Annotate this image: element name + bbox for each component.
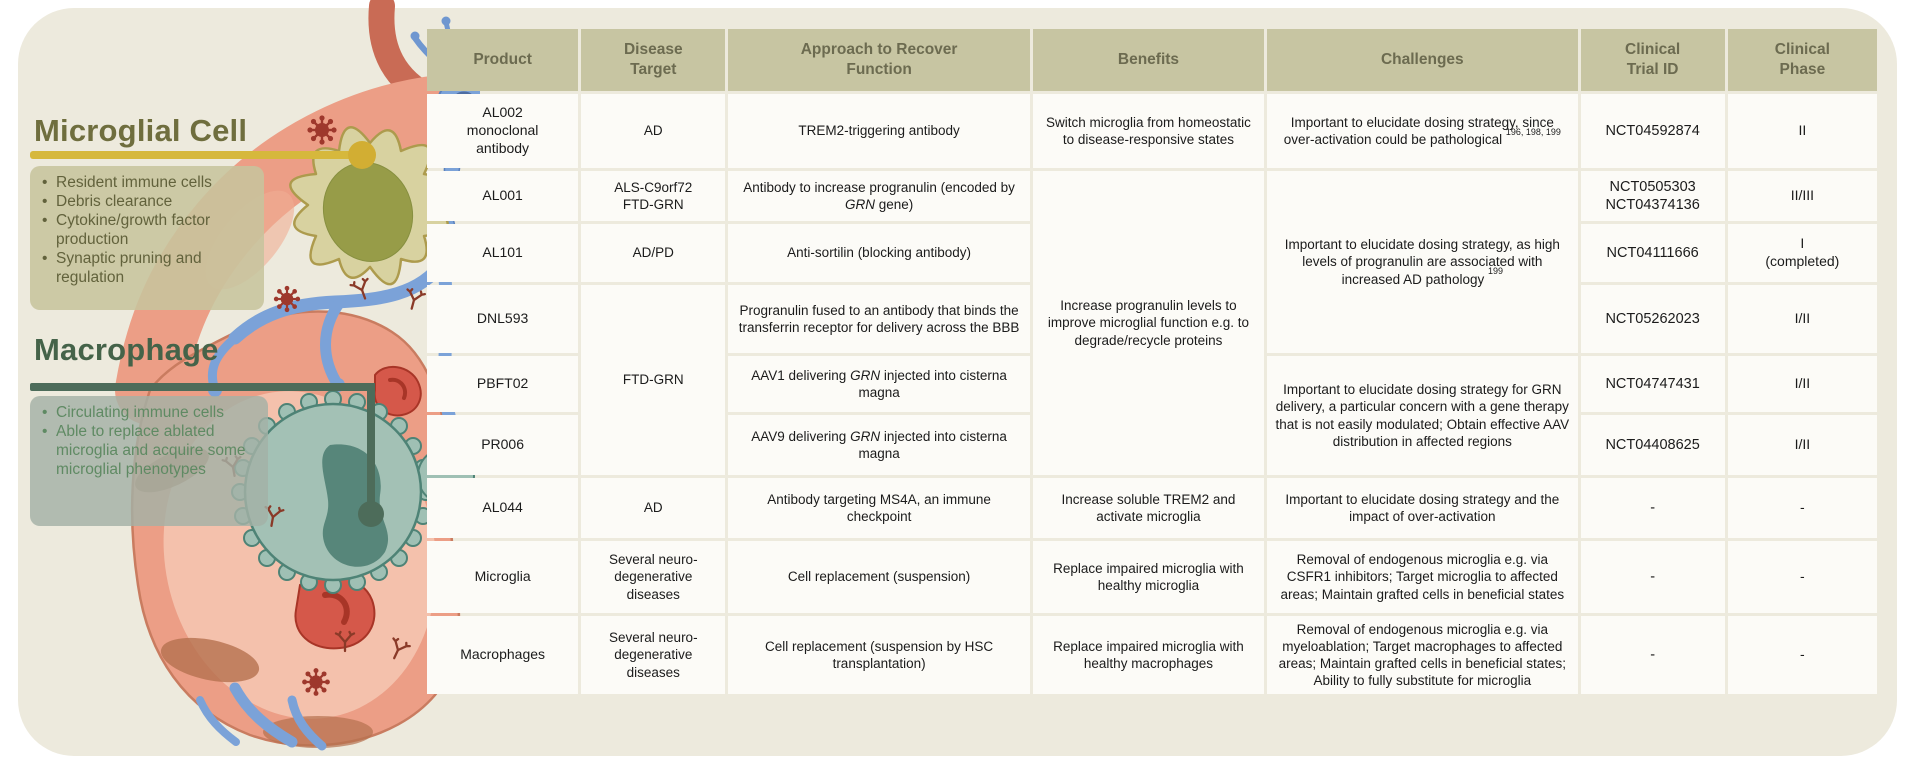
cell-pr006-approach: AAV9 delivering GRN injected into cister…: [728, 415, 1030, 475]
cell-al001-disease: ALS-C9orf72 FTD-GRN: [581, 171, 726, 221]
col-header-product: Product: [427, 29, 579, 91]
col-header-approach: Approach to Recover Function: [728, 29, 1030, 91]
table-row-al044: AL044 AD Antibody targeting MS4A, an imm…: [427, 478, 1877, 538]
cell-al002-phase: II: [1727, 94, 1877, 168]
cell-al002-approach: TREM2-triggering antibody: [728, 94, 1030, 168]
cell-al001-product: AL001: [427, 171, 579, 221]
cell-al001-phase: II/III: [1727, 171, 1877, 221]
bullet-item: Cytokine/growth factor production: [40, 212, 256, 250]
virus-icon: [306, 114, 338, 146]
col-header-challenges: Challenges: [1267, 29, 1578, 91]
cell-macrophages-approach: Cell replacement (suspension by HSC tran…: [728, 616, 1030, 694]
cell-microglia-challenges: Removal of endogenous microglia e.g. via…: [1267, 541, 1578, 613]
cell-dnl593-approach: Progranulin fused to an antibody that bi…: [728, 285, 1030, 353]
cell-macrophages-trial-id: -: [1580, 616, 1725, 694]
cell-al044-disease: AD: [581, 478, 726, 538]
therapy-table: Product Disease Target Approach to Recov…: [424, 26, 1880, 697]
red-cell-illustration: [294, 366, 422, 650]
cell-macrophages-challenges: Removal of endogenous microglia e.g. via…: [1267, 616, 1578, 694]
cell-al002-disease: AD: [581, 94, 726, 168]
bullet-item: Synaptic pruning and regulation: [40, 250, 256, 288]
cell-pbft02-phase: I/II: [1727, 356, 1877, 412]
cell-pbft02-approach: AAV1 delivering GRN injected into cister…: [728, 356, 1030, 412]
bullet-item: Circulating immune cells: [40, 404, 260, 423]
cell-al002-benefits: Switch microglia from homeostatic to dis…: [1032, 94, 1265, 168]
cell-dnl593-phase: I/II: [1727, 285, 1877, 353]
cell-al101-approach: Anti-sortilin (blocking antibody): [728, 224, 1030, 282]
cell-pr006-phase: I/II: [1727, 415, 1877, 475]
cell-merged-benefits-progranulin: Increase progranulin levels to improve m…: [1032, 171, 1265, 475]
col-header-benefits: Benefits: [1032, 29, 1265, 91]
cell-pbft02-trial-id: NCT04747431: [1580, 356, 1725, 412]
cell-macrophages-benefits: Replace impaired microglia with healthy …: [1032, 616, 1265, 694]
cell-microglia-approach: Cell replacement (suspension): [728, 541, 1030, 613]
table-row-pr006: PR006 AAV9 delivering GRN injected into …: [427, 415, 1877, 475]
table-row-pbft02: PBFT02 AAV1 delivering GRN injected into…: [427, 356, 1877, 475]
cell-macrophages-product: Macrophages: [427, 616, 579, 694]
cell-al101-trial-id: NCT04111666: [1580, 224, 1725, 282]
table-row-dnl593: DNL593 FTD-GRN Progranulin fused to an a…: [427, 285, 1877, 475]
cell-pr006-product: PR006: [427, 415, 579, 475]
cell-al044-product: AL044: [427, 478, 579, 538]
macrophage-bullets-box: Circulating immune cells Able to replace…: [30, 396, 268, 526]
cell-al044-approach: Antibody targeting MS4A, an immune check…: [728, 478, 1030, 538]
table-row-macrophages: Macrophages Several neuro- degenerative …: [427, 616, 1877, 694]
cell-pr006-trial-id: NCT04408625: [1580, 415, 1725, 475]
microglial-cell-title: Microglial Cell: [34, 113, 248, 148]
cell-al101-phase: I (completed): [1727, 224, 1877, 282]
col-header-clinical-phase: Clinical Phase: [1727, 29, 1877, 91]
virus-icon: [272, 284, 302, 314]
cell-microglia-phase: -: [1727, 541, 1877, 613]
macrophage-title: Macrophage: [34, 332, 219, 367]
microglial-cell-bullets-box: Resident immune cells Debris clearance C…: [30, 166, 264, 310]
cell-merged-disease-ftd-grn: FTD-GRN: [581, 285, 726, 475]
table-row-microglia: Microglia Several neuro- degenerative di…: [427, 541, 1877, 613]
cell-microglia-disease: Several neuro- degenerative diseases: [581, 541, 726, 613]
microglial-bullet-list: Resident immune cells Debris clearance C…: [30, 166, 264, 293]
cell-microglia-trial-id: -: [1580, 541, 1725, 613]
cell-al044-phase: -: [1727, 478, 1877, 538]
col-header-clinical-trial-id: Clinical Trial ID: [1580, 29, 1725, 91]
cell-al101-disease: AD/PD: [581, 224, 726, 282]
cell-al001-approach: Antibody to increase progranulin (encode…: [728, 171, 1030, 221]
cell-al044-trial-id: -: [1580, 478, 1725, 538]
table-row-al002: AL002 monoclonal antibody AD TREM2-trigg…: [427, 94, 1877, 168]
cell-macrophages-disease: Several neuro- degenerative diseases: [581, 616, 726, 694]
therapy-table-container: Product Disease Target Approach to Recov…: [424, 26, 1880, 697]
bullet-item: Resident immune cells: [40, 174, 256, 193]
cell-al101-product: AL101: [427, 224, 579, 282]
virus-icon: [300, 666, 332, 698]
table-row-al001: AL001 ALS-C9orf72 FTD-GRN Antibody to in…: [427, 171, 1877, 475]
cell-merged-challenges-progranulin: Important to elucidate dosing strategy, …: [1267, 171, 1578, 353]
cell-microglia-product: Microglia: [427, 541, 579, 613]
cell-al002-product: AL002 monoclonal antibody: [427, 94, 579, 168]
table-row-al101: AL101 AD/PD Anti-sortilin (blocking anti…: [427, 224, 1877, 282]
microglial-callout-line: [30, 141, 376, 169]
cell-al002-challenges: Important to elucidate dosing strategy, …: [1267, 94, 1578, 168]
cell-merged-challenges-grn-delivery: Important to elucidate dosing strategy f…: [1267, 356, 1578, 475]
col-header-disease-target: Disease Target: [581, 29, 726, 91]
cell-dnl593-trial-id: NCT05262023: [1580, 285, 1725, 353]
macrophage-bullet-list: Circulating immune cells Able to replace…: [30, 396, 268, 486]
cell-al002-trial-id: NCT04592874: [1580, 94, 1725, 168]
cell-dnl593-product: DNL593: [427, 285, 579, 353]
cell-al001-trial-id: NCT0505303 NCT04374136: [1580, 171, 1725, 221]
bullet-item: Debris clearance: [40, 193, 256, 212]
cell-al044-challenges: Important to elucidate dosing strategy a…: [1267, 478, 1578, 538]
microglial-cell-illustration: [289, 126, 449, 286]
cell-pbft02-product: PBFT02: [427, 356, 579, 412]
macrophage-callout-line: [30, 383, 384, 527]
bullet-item: Able to replace ablated microglia and ac…: [40, 423, 260, 480]
cell-microglia-benefits: Replace impaired microglia with healthy …: [1032, 541, 1265, 613]
cell-macrophages-phase: -: [1727, 616, 1877, 694]
header-row: Product Disease Target Approach to Recov…: [427, 29, 1877, 91]
cell-al044-benefits: Increase soluble TREM2 and activate micr…: [1032, 478, 1265, 538]
